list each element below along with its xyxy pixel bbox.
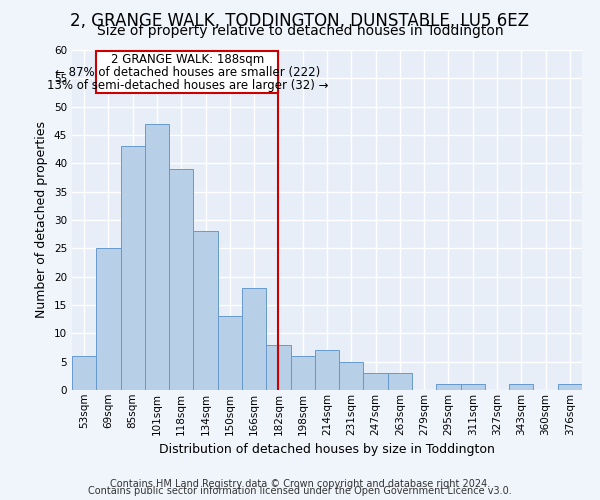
- Bar: [121, 146, 145, 390]
- Bar: [242, 288, 266, 390]
- Bar: [193, 232, 218, 390]
- Bar: [290, 356, 315, 390]
- Bar: [266, 344, 290, 390]
- Bar: [461, 384, 485, 390]
- Text: 2 GRANGE WALK: 188sqm: 2 GRANGE WALK: 188sqm: [111, 53, 264, 66]
- Bar: [72, 356, 96, 390]
- Bar: [218, 316, 242, 390]
- Bar: [364, 373, 388, 390]
- X-axis label: Distribution of detached houses by size in Toddington: Distribution of detached houses by size …: [159, 443, 495, 456]
- Text: ← 87% of detached houses are smaller (222): ← 87% of detached houses are smaller (22…: [55, 66, 320, 79]
- Bar: [169, 169, 193, 390]
- Bar: [145, 124, 169, 390]
- Bar: [96, 248, 121, 390]
- Bar: [339, 362, 364, 390]
- Bar: [436, 384, 461, 390]
- FancyBboxPatch shape: [96, 51, 278, 92]
- Bar: [315, 350, 339, 390]
- Bar: [558, 384, 582, 390]
- Y-axis label: Number of detached properties: Number of detached properties: [35, 122, 49, 318]
- Text: Size of property relative to detached houses in Toddington: Size of property relative to detached ho…: [97, 24, 503, 38]
- Bar: [388, 373, 412, 390]
- Bar: [509, 384, 533, 390]
- Text: Contains HM Land Registry data © Crown copyright and database right 2024.: Contains HM Land Registry data © Crown c…: [110, 479, 490, 489]
- Text: Contains public sector information licensed under the Open Government Licence v3: Contains public sector information licen…: [88, 486, 512, 496]
- Text: 2, GRANGE WALK, TODDINGTON, DUNSTABLE, LU5 6EZ: 2, GRANGE WALK, TODDINGTON, DUNSTABLE, L…: [71, 12, 530, 30]
- Text: 13% of semi-detached houses are larger (32) →: 13% of semi-detached houses are larger (…: [47, 79, 328, 92]
